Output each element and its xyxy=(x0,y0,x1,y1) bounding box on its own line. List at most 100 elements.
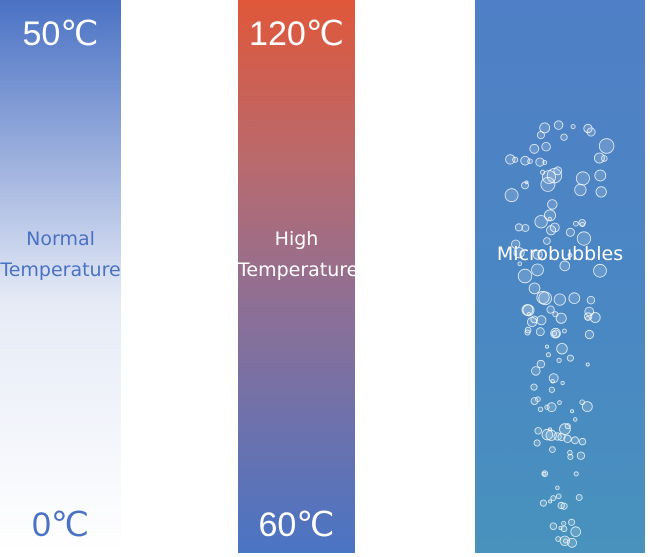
bubble xyxy=(551,329,561,338)
bubble xyxy=(517,268,533,284)
bubble xyxy=(537,406,544,412)
bubble xyxy=(570,124,576,130)
bubble xyxy=(530,315,538,324)
label-line: Temperature xyxy=(238,259,359,281)
bubble xyxy=(546,305,555,314)
bubble xyxy=(517,261,523,267)
bubble xyxy=(539,122,551,134)
bubble xyxy=(601,155,608,162)
bubble xyxy=(540,176,556,192)
bubble xyxy=(594,169,607,182)
bubble xyxy=(514,223,523,232)
bubble xyxy=(524,326,532,334)
bubble xyxy=(548,386,556,393)
bubble xyxy=(521,224,530,232)
bubble xyxy=(593,263,607,278)
bubble xyxy=(568,518,576,526)
label-line: Temperature xyxy=(0,259,121,281)
bubble xyxy=(544,209,557,222)
bubble xyxy=(539,499,547,507)
normal-panel: 50℃ Normal Temperature 0℃ xyxy=(0,0,121,553)
bubble xyxy=(534,215,548,229)
bubble xyxy=(586,127,596,137)
bubble xyxy=(589,312,601,323)
bubble xyxy=(574,183,587,196)
bubble xyxy=(575,171,590,186)
bubble xyxy=(559,535,571,547)
bubble xyxy=(542,160,548,165)
top-temperature: 50℃ xyxy=(22,15,99,53)
bubble xyxy=(570,409,575,414)
bubble xyxy=(550,495,557,502)
bubble xyxy=(559,260,571,272)
bubble xyxy=(565,227,575,237)
bubble xyxy=(543,237,551,245)
bubble xyxy=(585,316,590,321)
bubble xyxy=(545,344,550,349)
bubble xyxy=(541,470,549,478)
bubble xyxy=(581,401,593,413)
bubbles xyxy=(504,120,615,548)
bubble xyxy=(576,451,586,460)
bubble xyxy=(549,522,558,530)
bubble xyxy=(548,499,553,504)
bubble xyxy=(547,199,558,210)
bubble xyxy=(528,282,541,295)
bubble xyxy=(521,304,534,316)
bubble xyxy=(564,423,571,430)
bubble xyxy=(576,231,592,246)
bubble xyxy=(535,396,541,403)
bubble xyxy=(573,220,579,227)
bubble xyxy=(536,359,546,369)
bubble xyxy=(533,439,541,447)
bubble xyxy=(542,170,556,184)
bubble xyxy=(532,249,543,260)
label-line: Microbubbles xyxy=(496,243,624,265)
bubble xyxy=(546,402,557,413)
bubble xyxy=(535,157,545,167)
bubble xyxy=(531,366,541,376)
bubble xyxy=(563,434,572,443)
bubble xyxy=(556,343,568,355)
panel-label: Microbubbles xyxy=(475,239,645,270)
bottom-temperature: 60℃ xyxy=(258,506,335,544)
bubble xyxy=(586,296,596,305)
top-temperature: 120℃ xyxy=(249,15,344,53)
bubble xyxy=(553,166,563,176)
bubble xyxy=(570,526,581,537)
bubble xyxy=(567,453,574,460)
bubble xyxy=(538,291,552,306)
bubble xyxy=(571,436,579,445)
bubble xyxy=(560,133,568,141)
bubble xyxy=(559,423,571,435)
bubble xyxy=(513,247,525,259)
bubble xyxy=(530,383,538,391)
bubble xyxy=(535,327,545,337)
bubble xyxy=(562,328,567,334)
bubble xyxy=(568,292,581,305)
bubble xyxy=(520,155,530,166)
bubble xyxy=(555,493,562,500)
bubble xyxy=(541,141,551,152)
bubble xyxy=(504,188,519,203)
bubble xyxy=(512,156,519,163)
bubble xyxy=(551,330,557,337)
bubble xyxy=(560,380,565,386)
microbubble-panel: Microbubbles xyxy=(475,0,645,553)
bubble xyxy=(595,186,607,198)
bubble xyxy=(557,400,562,405)
bubble xyxy=(531,263,544,277)
bubble xyxy=(549,446,556,453)
bubble xyxy=(527,158,533,164)
bubble xyxy=(567,252,573,258)
high-panel: 120℃ High Temperature 60℃ xyxy=(238,0,359,553)
bubble xyxy=(575,494,583,501)
bubble xyxy=(557,433,566,442)
bubble xyxy=(534,427,542,435)
bubble xyxy=(566,354,574,362)
bubble xyxy=(547,216,552,221)
bubble xyxy=(555,312,567,324)
bubble xyxy=(560,502,568,510)
bubble xyxy=(573,471,579,477)
